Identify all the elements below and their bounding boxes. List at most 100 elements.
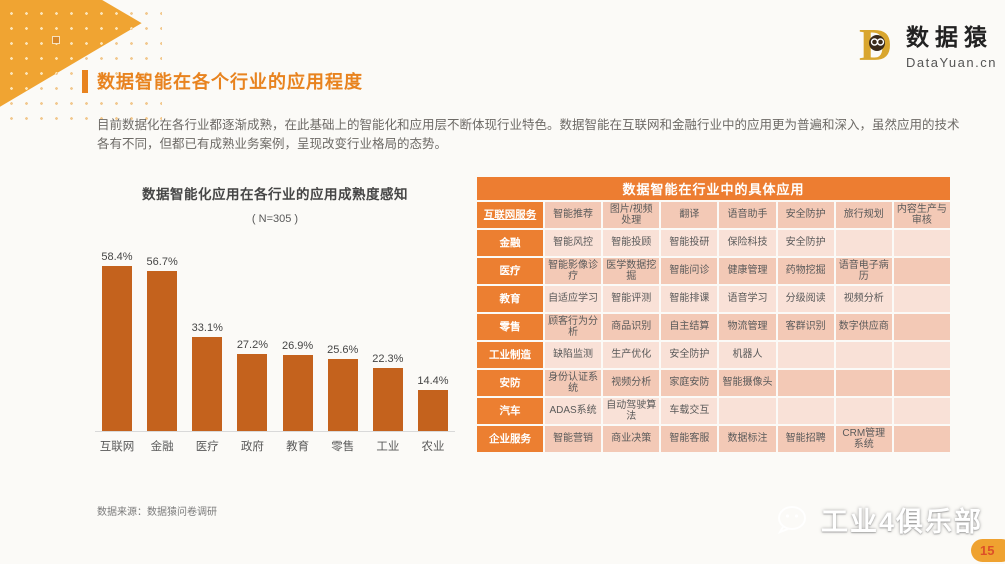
intro-paragraph: 目前数据化在各行业都逐渐成熟，在此基础上的智能化和应用层不断体现行业特色。数据智… (97, 118, 960, 152)
table-cell: 视频分析 (835, 286, 892, 312)
table-cell: 自动驾驶算法 (603, 398, 660, 424)
row-header: 工业制造 (477, 342, 543, 368)
table-cell (893, 314, 950, 340)
table-cell: 数字供应商 (835, 314, 892, 340)
table-cell: 商品识别 (603, 314, 660, 340)
table-cell: 智能投研 (661, 230, 718, 256)
row-header: 安防 (477, 370, 543, 396)
table-cell: 智能投顾 (603, 230, 660, 256)
chart-subtitle: ( N=305 ) (251, 213, 299, 225)
logo-name: 数据猿 (906, 25, 993, 50)
bar-group: 22.3% (366, 353, 410, 431)
bar (147, 271, 178, 431)
row-header: 零售 (477, 314, 543, 340)
page-number: 15 (980, 543, 995, 558)
table-cell (835, 230, 892, 256)
table-cell: 智能评测 (603, 286, 660, 312)
table-cell: 智能营销 (545, 426, 602, 452)
table-cell: 缺陷监测 (545, 342, 602, 368)
table-cell: 商业决策 (603, 426, 660, 452)
table-cell (893, 398, 950, 424)
table-cell: 分级阅读 (777, 286, 834, 312)
table-cell (893, 426, 950, 452)
row-header: 金融 (477, 230, 543, 256)
bar (327, 359, 358, 431)
table-cell: 安全防护 (777, 202, 834, 228)
table-grid: 互联网服务 智能推荐 图片/视频处理 翻译 语音助手 安全防护 旅行规划 内容生产与审核 金融智… (477, 202, 950, 452)
table-cell: 语音学习 (719, 286, 776, 312)
table-cell (835, 342, 892, 368)
watermark-text: 工业4俱乐部 (821, 507, 984, 537)
row-header: 医疗 (477, 258, 543, 284)
row-header: 互联网服务 (477, 202, 543, 228)
table-cell: 智能排课 (661, 286, 718, 312)
table-cell: 药物挖掘 (777, 258, 834, 284)
table-cell: 智能影像诊疗 (545, 258, 602, 284)
table-cell (893, 230, 950, 256)
table-cell: 自适应学习 (545, 286, 602, 312)
table-cell (835, 370, 892, 396)
bar-category-label: 工业 (376, 441, 400, 453)
bar-value-label: 27.2% (236, 339, 269, 351)
table-cell: 保险科技 (719, 230, 776, 256)
bar-value-label: 33.1% (191, 322, 223, 334)
bar-group: 58.4% (95, 251, 139, 431)
bar (192, 337, 223, 431)
table-cell: 智能招聘 (777, 426, 834, 452)
table-cell (893, 370, 950, 396)
table-cell (893, 286, 950, 312)
table-cell (719, 398, 776, 424)
bar-group: 26.9% (276, 340, 320, 431)
table-cell: 自主结算 (661, 314, 718, 340)
bar-group: 25.6% (321, 344, 365, 431)
bar (102, 266, 132, 431)
row-header: 教育 (477, 286, 543, 312)
bar-category-label: 金融 (150, 441, 174, 453)
table-cell: 智能风控 (545, 230, 602, 256)
bar (372, 368, 403, 431)
bar-group: 14.4% (411, 375, 455, 431)
table-cell: 视频分析 (603, 370, 660, 396)
table-cell: 机器人 (719, 342, 776, 368)
table-cell (777, 370, 834, 396)
table-cell (777, 398, 834, 424)
bar-category-label: 政府 (240, 441, 264, 453)
table-cell: 客群识别 (777, 314, 834, 340)
table-cell: 安全防护 (661, 342, 718, 368)
page-header: 数据智能在各个行业的应用程度 (82, 68, 363, 94)
bar (417, 390, 448, 431)
table-cell (777, 342, 834, 368)
table-cell: 健康管理 (719, 258, 776, 284)
table-cell: 安全防护 (777, 230, 834, 256)
datayuan-logo-mark-icon: D (859, 19, 892, 68)
bar-group: 27.2% (230, 339, 274, 431)
page-number-badge: 15 (971, 539, 1005, 562)
bar-category-label: 农业 (421, 441, 445, 453)
table-cell: 翻译 (661, 202, 718, 228)
row-header: 企业服务 (477, 426, 543, 452)
table-cell (835, 398, 892, 424)
table-cell: 数据标注 (719, 426, 776, 452)
datayuan-logo: D 数据猿 DataYuan.cn (858, 18, 997, 70)
table-cell: 智能推荐 (545, 202, 602, 228)
bar-value-label: 25.6% (327, 344, 359, 356)
table-title: 数据智能在行业中的具体应用 (477, 177, 950, 200)
wechat-icon (777, 505, 806, 534)
table-cell: 旅行规划 (835, 202, 892, 228)
table-cell: 内容生产与审核 (893, 202, 950, 228)
chart-title: 数据智能化应用在各行业的应用成熟度感知 (142, 187, 408, 202)
chart-header: 数据智能化应用在各行业的应用成熟度感知 ( N=305 ) (95, 183, 455, 225)
bar-group: 33.1% (185, 322, 229, 431)
bar-category-label: 零售 (331, 441, 355, 453)
bar (237, 354, 268, 431)
bar-group: 56.7% (140, 256, 184, 431)
table-cell: 生产优化 (603, 342, 660, 368)
page-title: 数据智能在各个行业的应用程度 (97, 72, 363, 92)
bar-category-label: 互联网 (99, 441, 135, 453)
logo-text-block: 数据猿 DataYuan.cn (906, 18, 997, 70)
bar (282, 355, 313, 431)
table-cell: 身份认证系统 (545, 370, 602, 396)
applications-table: 数据智能在行业中的具体应用 互联网服务 智能推荐 图片/视频处理 翻译 语音助手 安全防护… (477, 177, 950, 452)
bar-category-label: 教育 (286, 441, 310, 453)
bar-value-label: 14.4% (417, 375, 449, 387)
